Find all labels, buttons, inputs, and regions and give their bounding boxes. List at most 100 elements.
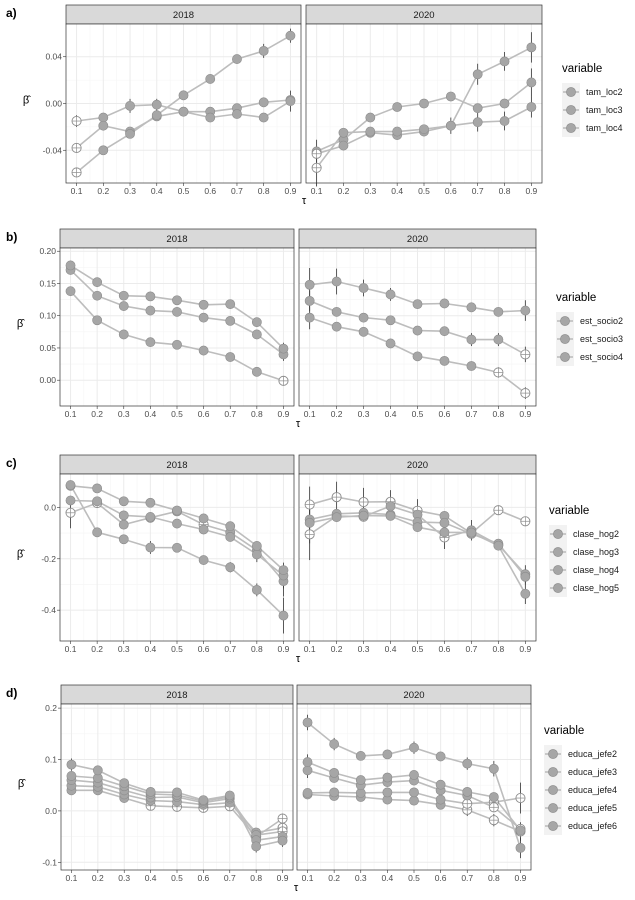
x-tick-label: 0.6 <box>439 644 451 654</box>
x-tick-label: 0.9 <box>278 409 290 419</box>
data-point-est_socio4 <box>118 290 129 301</box>
data-point-educa_jefe5 <box>435 779 446 790</box>
data-point-clase_hog5 <box>412 522 423 533</box>
x-axis-label: τ <box>296 418 301 430</box>
facet-2018: 2018 0.1 0.2 0.3 0.4 0.5 0.6 0.7 0.8 0.9 <box>59 228 295 419</box>
data-point-tam_loc4 <box>499 56 510 67</box>
x-tick-label: 0.6 <box>198 409 210 419</box>
data-point-clase_hog2 <box>331 492 342 503</box>
data-point-clase_hog2 <box>118 519 129 530</box>
data-point-educa_jefe5 <box>488 792 499 802</box>
data-point-clase_hog3 <box>118 510 129 521</box>
data-point-tam_loc4 <box>151 110 162 121</box>
x-tick-label: 0.5 <box>171 873 183 883</box>
x-tick-label: 0.1 <box>311 186 323 196</box>
data-point-tam_loc3 <box>71 142 82 153</box>
y-tick-label: 0.0 <box>44 502 56 512</box>
data-point-est_socio4 <box>145 291 156 302</box>
x-tick-label: 0.5 <box>171 644 183 654</box>
x-tick-label: 0.9 <box>519 409 531 419</box>
data-point-est_socio4 <box>412 299 423 310</box>
data-point-clase_hog5 <box>251 584 262 595</box>
data-point-tam_loc2 <box>445 91 456 102</box>
data-point-clase_hog3 <box>304 529 315 540</box>
data-point-educa_jefe5 <box>302 757 313 767</box>
panel-border <box>65 23 302 184</box>
data-point-educa_jefe2 <box>488 815 499 826</box>
legend-item-clase_hog5: clase_hog5 <box>549 579 619 597</box>
data-point-educa_jefe5 <box>329 767 340 778</box>
data-point-educa_jefe3 <box>462 798 473 809</box>
data-point-tam_loc4 <box>71 167 82 178</box>
data-point-educa_jefe2 <box>409 795 419 806</box>
data-point-est_socio2 <box>65 286 76 297</box>
legend-item-educa_jefe2: educa_jefe2 <box>544 745 617 763</box>
legend-marker <box>560 316 570 326</box>
data-point-clase_hog5 <box>331 512 342 523</box>
facet-2018: 2018 0.1 0.2 0.3 0.4 0.5 0.6 0.7 0.8 0.9 <box>60 684 294 883</box>
panel-border <box>59 473 295 642</box>
data-point-educa_jefe5 <box>462 786 473 797</box>
legend-marker <box>548 749 558 759</box>
data-point-educa_jefe3 <box>382 787 393 798</box>
data-point-tam_loc3 <box>472 117 483 128</box>
legend-marker <box>566 105 576 115</box>
legend: variable educa_jefe2 educa_jefe3 educa_jefe… <box>544 725 617 835</box>
chart-panel-1: a) β̂ τ -0.04 0.00 0.04 2018 0.1 0.2 0.3 0.4 0.5 0.6… <box>6 4 623 207</box>
data-point-tam_loc4 <box>205 74 216 84</box>
legend-item-est_socio4: est_socio4 <box>556 348 623 366</box>
data-point-est_socio3 <box>251 329 262 340</box>
data-point-est_socio4 <box>65 260 76 271</box>
data-point-clase_hog5 <box>385 510 396 521</box>
data-point-educa_jefe3 <box>435 794 446 805</box>
data-point-clase_hog2 <box>304 499 315 510</box>
x-tick-label: 0.2 <box>97 186 109 196</box>
data-point-est_socio4 <box>172 295 182 306</box>
data-point-clase_hog5 <box>304 517 315 528</box>
data-point-est_socio4 <box>331 276 342 287</box>
legend-item-tam_loc4: tam_loc4 <box>562 119 623 137</box>
data-point-tam_loc3 <box>499 116 510 126</box>
legend-marker <box>553 565 563 575</box>
data-point-educa_jefe4 <box>302 765 313 776</box>
x-tick-label: 0.3 <box>118 409 130 419</box>
legend-title: variable <box>556 292 596 304</box>
data-point-est_socio4 <box>520 305 531 316</box>
data-point-clase_hog5 <box>118 534 129 545</box>
data-point-educa_jefe5 <box>66 771 77 781</box>
data-point-clase_hog4 <box>278 565 289 575</box>
data-point-clase_hog2 <box>358 496 369 508</box>
data-point-tam_loc2 <box>125 100 135 111</box>
y-tick-label: 0.15 <box>39 278 56 288</box>
data-point-est_socio4 <box>439 298 450 309</box>
legend-item-clase_hog3: clase_hog3 <box>549 543 619 561</box>
legend-title: variable <box>549 505 589 517</box>
x-tick-label: 0.9 <box>519 644 531 654</box>
data-point-educa_jefe6 <box>119 778 130 789</box>
data-point-est_socio4 <box>493 306 504 317</box>
data-point-clase_hog4 <box>520 571 531 582</box>
x-tick-label: 0.7 <box>472 186 484 196</box>
data-point-clase_hog5 <box>172 542 182 553</box>
data-point-educa_jefe6 <box>145 786 156 797</box>
legend-marker <box>560 334 570 344</box>
panel-label: a) <box>6 6 17 20</box>
data-point-est_socio4 <box>385 289 396 300</box>
data-point-clase_hog5 <box>439 527 450 538</box>
legend-marker <box>548 767 558 777</box>
y-tick-label: -0.04 <box>43 145 63 155</box>
legend-marker <box>548 785 558 795</box>
legend-label: tam_loc2 <box>586 87 623 97</box>
data-point-educa_jefe5 <box>515 825 526 836</box>
x-tick-label: 0.1 <box>66 873 78 883</box>
data-point-clase_hog4 <box>92 483 103 494</box>
data-point-educa_jefe5 <box>382 772 393 783</box>
x-tick-label: 0.5 <box>412 409 424 419</box>
x-axis-label: τ <box>294 882 299 894</box>
data-point-tam_loc2 <box>151 99 162 110</box>
data-point-educa_jefe6 <box>462 758 473 769</box>
legend-label: est_socio3 <box>580 334 623 344</box>
data-point-tam_loc2 <box>71 115 82 127</box>
x-tick-label: 0.8 <box>492 644 504 654</box>
